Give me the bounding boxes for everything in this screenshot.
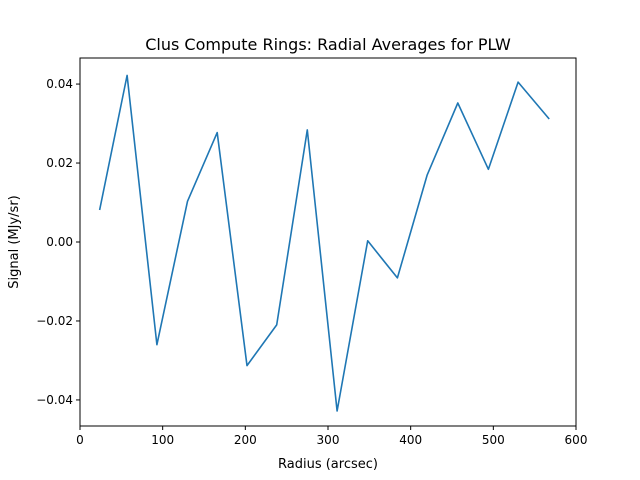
y-tick-label: −0.04: [36, 393, 73, 407]
x-tick-label: 100: [151, 433, 174, 447]
x-axis-label: Radius (arcsec): [278, 457, 378, 472]
x-tick-label: 300: [317, 433, 340, 447]
y-tick-label: 0.02: [46, 156, 73, 170]
x-tick-label: 600: [565, 433, 588, 447]
y-tick-label: 0.04: [46, 77, 73, 91]
y-tick-label: −0.02: [36, 314, 73, 328]
y-axis-label: Signal (MJy/sr): [7, 195, 22, 288]
x-tick-label: 500: [482, 433, 505, 447]
x-tick-label: 200: [234, 433, 257, 447]
chart-title: Clus Compute Rings: Radial Averages for …: [145, 35, 511, 54]
series-line-0: [98, 74, 550, 412]
x-tick-label: 0: [76, 433, 84, 447]
plot-area: 0 100 200 300 400 500 600 −0.04 −0.02 0.00 0.02 0.0…: [36, 57, 588, 447]
y-tick-label: 0.00: [46, 235, 73, 249]
x-tick-label: 400: [399, 433, 422, 447]
